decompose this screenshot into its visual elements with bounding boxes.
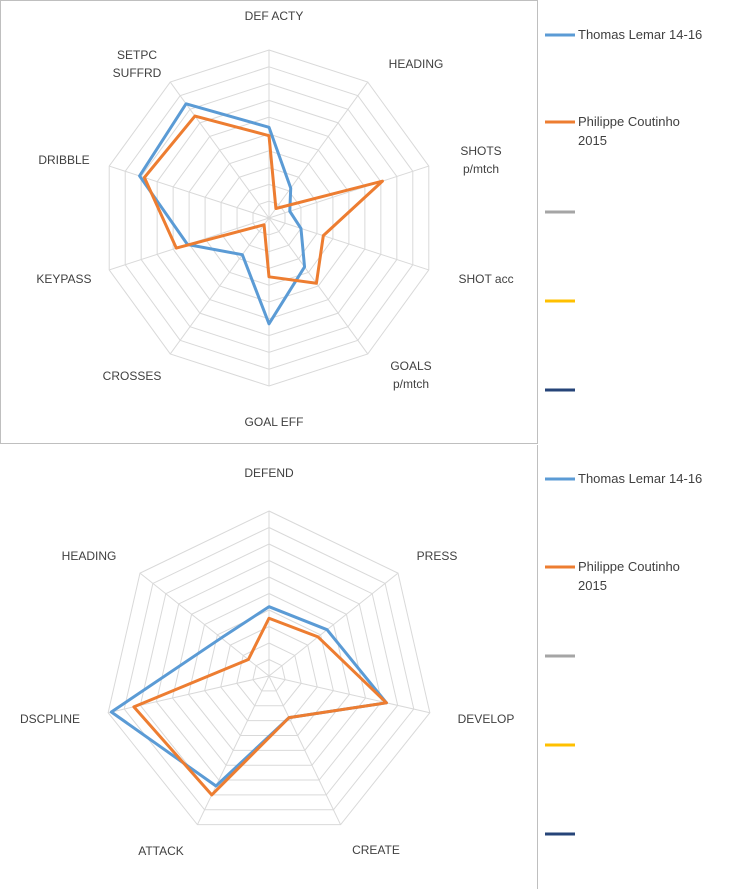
axis-label: CROSSES: [103, 369, 162, 383]
grid-ring: [252, 658, 286, 692]
series-line-2: [142, 114, 384, 285]
series-line-2: [132, 616, 388, 797]
axis-label: DEF ACTY: [245, 9, 304, 23]
axis-spoke: [268, 81, 369, 219]
axis-label: HEADING: [389, 57, 444, 71]
grid-ring: [123, 526, 415, 811]
axis-label: SHOTS p/mtch: [460, 144, 501, 176]
axis-spoke: [169, 217, 270, 355]
axis-label: PRESS: [417, 549, 458, 563]
axis-label: SHOT acc: [458, 272, 513, 286]
axis-spoke: [268, 675, 430, 714]
axis-spoke: [268, 217, 369, 355]
axis-spoke: [268, 572, 399, 677]
axis-label: SETPC SUFFRD: [113, 48, 162, 80]
axis-spoke: [196, 675, 270, 825]
grid-ring: [236, 642, 302, 707]
top-radar-chart: DEF ACTY HEADING SHOTS p/mtch SHOT acc GOALS p…: [36, 9, 702, 429]
bottom-radar-chart: DEFEND PRESS DEVELOP CREATE ATTACK DSCPLINE HE…: [20, 466, 702, 858]
top-radar-panel: DEF ACTY HEADING SHOTS p/mtch SHOT acc GOALS p…: [0, 0, 730, 444]
axis-label: DRIBBLE: [38, 153, 89, 167]
axis-spoke: [108, 675, 270, 714]
axis-label: ATTACK: [138, 844, 184, 858]
axis-label: CREATE: [352, 843, 400, 857]
axis-label: GOAL EFF: [245, 415, 304, 429]
bottom-radar-panel: DEFEND PRESS DEVELOP CREATE ATTACK DSCPLINE HE…: [0, 445, 730, 889]
axis-label: DSCPLINE: [20, 712, 80, 726]
grid-ring: [171, 576, 367, 766]
axis-label: GOALS p/mtch: [390, 359, 431, 391]
grid-ring: [139, 543, 399, 796]
axis-spoke: [169, 81, 270, 219]
legend-label: Philippe Coutinho 2015: [578, 559, 680, 593]
axis-label: DEVELOP: [458, 712, 515, 726]
grid-ring: [155, 559, 383, 781]
legend-label: Thomas Lemar 14-16: [578, 27, 702, 42]
legend-label: Thomas Lemar 14-16: [578, 471, 702, 486]
axis-spoke: [139, 572, 270, 677]
grid-ring: [188, 592, 350, 751]
axis-spoke: [268, 165, 429, 219]
legend-label: Philippe Coutinho 2015: [578, 114, 680, 148]
axis-label: HEADING: [62, 549, 117, 563]
grid-ring: [107, 510, 431, 826]
axis-spoke: [109, 165, 270, 219]
axis-spoke: [268, 675, 342, 825]
axis-label: KEYPASS: [36, 272, 91, 286]
bottom-legend-divider: [537, 445, 538, 889]
axis-label: DEFEND: [244, 466, 294, 480]
series-line-1: [109, 605, 388, 788]
axis-spoke: [268, 217, 429, 271]
top-legend-frame: [537, 0, 730, 444]
grid-ring: [220, 625, 318, 722]
